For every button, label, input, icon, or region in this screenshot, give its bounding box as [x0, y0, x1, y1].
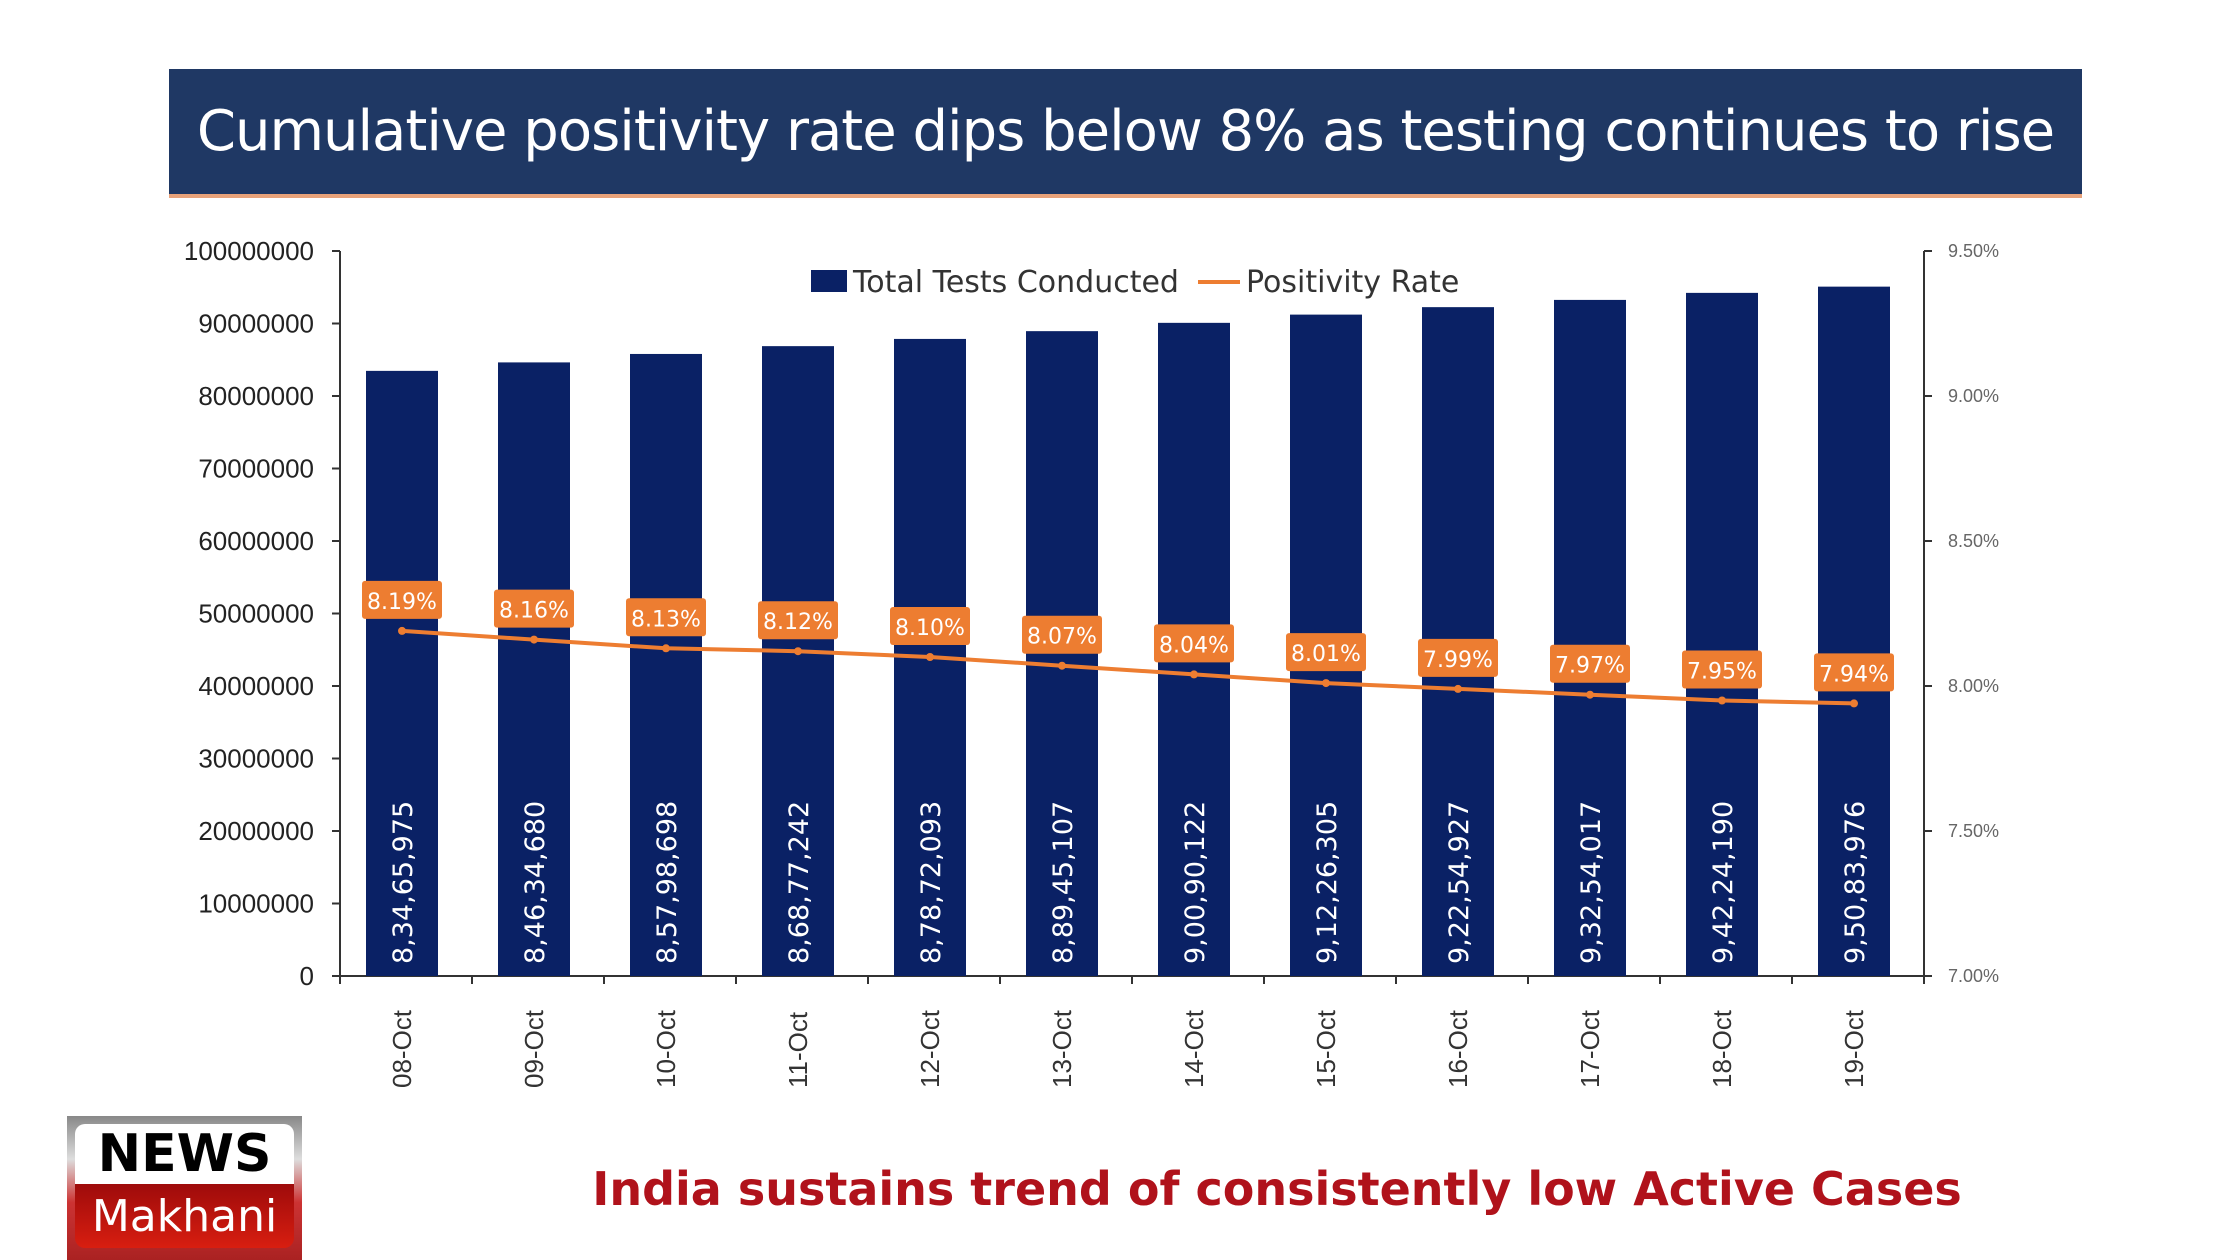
- logo-news-text: NEWS: [75, 1124, 294, 1184]
- logo-makhani-text: Makhani: [75, 1184, 294, 1248]
- positivity-label-box: [1814, 653, 1894, 692]
- x-tick-label: 19-Oct: [1839, 1009, 1869, 1088]
- x-tick-label: 18-Oct: [1707, 1009, 1737, 1088]
- x-tick-label: 12-Oct: [915, 1009, 945, 1088]
- bar: [1686, 292, 1758, 976]
- right-tick-label: 7.50%: [1948, 821, 1999, 841]
- positivity-point: [1850, 699, 1858, 708]
- bar-value-label: 8,78,72,093: [916, 801, 947, 964]
- positivity-label-box: [890, 607, 970, 645]
- x-tick-label: 09-Oct: [519, 1009, 549, 1088]
- positivity-label: 8.10%: [895, 616, 965, 641]
- positivity-point: [794, 647, 802, 656]
- positivity-label-box: [1154, 624, 1234, 663]
- bar-value-label: 8,89,45,107: [1048, 801, 1079, 964]
- positivity-label: 8.12%: [763, 610, 833, 635]
- x-tick-label: 13-Oct: [1047, 1009, 1077, 1088]
- positivity-label: 7.95%: [1687, 660, 1757, 685]
- left-tick-label: 70000000: [198, 454, 314, 484]
- positivity-label-box: [1682, 650, 1762, 689]
- bar-value-label: 9,12,26,305: [1312, 801, 1343, 964]
- positivity-point: [398, 626, 406, 635]
- positivity-label: 8.13%: [631, 607, 701, 632]
- positivity-label-box: [626, 598, 706, 637]
- bar: [1818, 286, 1890, 976]
- bar-value-label: 8,46,34,680: [520, 801, 551, 964]
- bar-value-label: 8,34,65,975: [388, 801, 419, 964]
- positivity-point: [1718, 696, 1726, 705]
- bar: [630, 353, 702, 976]
- left-tick-label: 30000000: [198, 744, 314, 774]
- positivity-label-box: [1550, 644, 1630, 683]
- positivity-point: [1586, 690, 1594, 699]
- left-tick-label: 0: [300, 961, 314, 991]
- left-tick-label: 40000000: [198, 671, 314, 701]
- left-tick-label: 20000000: [198, 816, 314, 846]
- positivity-label-box: [1418, 638, 1498, 677]
- left-tick-label: 100000000: [184, 236, 314, 266]
- bar: [762, 346, 834, 976]
- bar-value-label: 9,00,90,122: [1180, 801, 1211, 964]
- positivity-point: [1322, 679, 1330, 688]
- positivity-label-box: [494, 589, 574, 628]
- positivity-label: 8.19%: [367, 590, 437, 615]
- positivity-point: [1190, 670, 1198, 679]
- left-tick-label: 80000000: [198, 381, 314, 411]
- bar-value-label: 9,42,24,190: [1708, 801, 1739, 964]
- right-tick-label: 8.50%: [1948, 531, 1999, 551]
- x-tick-label: 14-Oct: [1179, 1009, 1209, 1088]
- positivity-label-box: [362, 580, 442, 619]
- positivity-label: 8.04%: [1159, 633, 1229, 658]
- positivity-label-box: [1022, 615, 1102, 654]
- bar-value-label: 9,22,54,927: [1444, 801, 1475, 964]
- positivity-label: 8.07%: [1027, 625, 1097, 650]
- positivity-point: [926, 653, 934, 661]
- positivity-point: [1454, 684, 1462, 693]
- positivity-label: 7.97%: [1555, 654, 1625, 679]
- legend-bar-swatch: [811, 270, 847, 292]
- news-makhani-logo: NEWS Makhani: [67, 1116, 302, 1260]
- x-tick-label: 10-Oct: [651, 1009, 681, 1088]
- right-tick-label: 7.00%: [1948, 966, 1999, 986]
- positivity-label: 7.94%: [1819, 662, 1889, 687]
- bar: [1554, 299, 1626, 976]
- positivity-label: 8.01%: [1291, 642, 1361, 667]
- positivity-point: [1058, 661, 1066, 670]
- positivity-label: 8.16%: [499, 599, 569, 624]
- legend-bar-label: Total Tests Conducted: [852, 265, 1179, 300]
- bar-value-label: 8,57,98,698: [652, 801, 683, 964]
- right-tick-label: 8.00%: [1948, 676, 1999, 696]
- positivity-label-box: [758, 601, 838, 640]
- positivity-point: [530, 635, 538, 644]
- positivity-label-box: [1286, 633, 1366, 672]
- left-tick-label: 10000000: [198, 889, 314, 919]
- right-tick-label: 9.50%: [1948, 241, 1999, 261]
- left-tick-label: 50000000: [198, 599, 314, 629]
- chart-title: Cumulative positivity rate dips below 8%…: [196, 99, 2055, 164]
- x-tick-label: 16-Oct: [1443, 1009, 1473, 1088]
- bar-value-label: 9,50,83,976: [1840, 801, 1871, 964]
- bar: [498, 362, 570, 976]
- x-tick-label: 08-Oct: [387, 1009, 417, 1088]
- positivity-point: [662, 644, 670, 653]
- legend-line-label: Positivity Rate: [1246, 265, 1459, 300]
- chart-title-banner: Cumulative positivity rate dips below 8%…: [169, 69, 2082, 198]
- positivity-label: 7.99%: [1423, 648, 1493, 673]
- x-tick-label: 17-Oct: [1575, 1009, 1605, 1088]
- left-tick-label: 90000000: [198, 309, 314, 339]
- left-tick-label: 60000000: [198, 526, 314, 556]
- bar-value-label: 9,32,54,017: [1576, 801, 1607, 964]
- positivity-line: [401, 628, 1855, 706]
- x-tick-label: 11-Oct: [783, 1011, 813, 1088]
- bar: [366, 370, 438, 976]
- x-tick-label: 15-Oct: [1311, 1009, 1341, 1088]
- bar-value-label: 8,68,77,242: [784, 801, 815, 964]
- right-tick-label: 9.00%: [1948, 386, 1999, 406]
- caption: India sustains trend of consistently low…: [592, 1162, 1962, 1216]
